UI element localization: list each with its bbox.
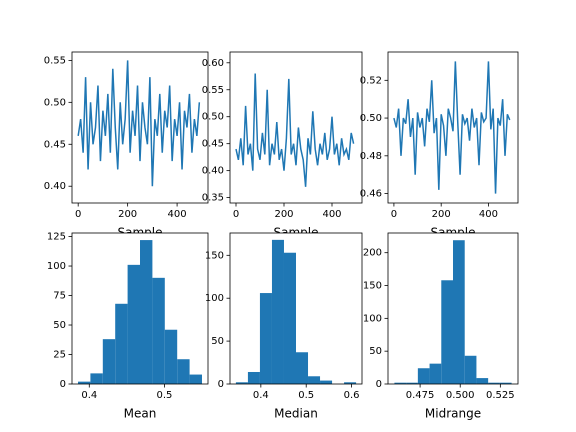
y-tick-label: 100	[47, 261, 66, 272]
y-tick-label: 0	[376, 379, 382, 390]
bar	[140, 240, 153, 384]
x-tick-label: 0.6	[344, 390, 360, 401]
bar	[417, 368, 430, 384]
x-tick-label: 0.500	[446, 390, 475, 401]
y-tick-label: 100	[363, 313, 382, 324]
y-tick-label: 75	[53, 291, 66, 302]
y-tick-label: 25	[53, 350, 66, 361]
y-tick-label: 0.45	[202, 139, 224, 150]
bar	[247, 371, 260, 384]
y-tick-label: 0.50	[360, 113, 382, 124]
y-tick-label: 0	[60, 379, 66, 390]
y-tick-label: 0.45	[44, 139, 66, 150]
y-tick-label: 0.55	[202, 85, 224, 96]
x-tick-label: 400	[168, 209, 187, 220]
bar	[476, 378, 489, 384]
bar	[152, 277, 165, 384]
y-tick-label: 50	[369, 346, 382, 357]
axes-background	[72, 52, 208, 203]
axes-frame	[387, 51, 519, 204]
bar	[90, 373, 103, 384]
bar	[177, 359, 190, 384]
y-tick-label: 50	[53, 320, 66, 331]
axes-background	[230, 52, 362, 203]
axes-frame	[71, 51, 209, 204]
x-tick-label: 0	[75, 209, 81, 220]
y-tick-label: 0.40	[202, 166, 224, 177]
bar	[102, 339, 116, 384]
y-tick-label: 0.55	[44, 55, 66, 66]
bar	[394, 382, 407, 384]
bar	[127, 264, 140, 384]
bar	[499, 382, 512, 384]
y-tick-label: 50	[211, 336, 224, 347]
line	[393, 61, 511, 194]
bar	[78, 381, 91, 384]
axes-frame	[229, 51, 363, 204]
y-tick-label: 0.46	[360, 189, 382, 200]
x-tick-label: 200	[274, 209, 293, 220]
x-tick-label: 200	[118, 209, 137, 220]
y-tick-label: 0.50	[44, 97, 66, 108]
x-tick-label: 0.475	[406, 390, 435, 401]
bar	[453, 240, 465, 384]
axes-frame	[229, 232, 363, 385]
y-tick-label: 125	[47, 232, 66, 243]
y-tick-label: 0.40	[44, 181, 66, 192]
x-tick-label: 0.4	[253, 390, 269, 401]
bar	[296, 352, 309, 384]
bar	[235, 382, 248, 384]
line	[77, 60, 201, 187]
y-tick-label: 0.48	[360, 151, 382, 162]
bar	[344, 382, 357, 384]
subplot: 0.475 0.500 0.525 0 50 100 150 200 Midrange	[363, 232, 519, 421]
bar	[259, 293, 272, 384]
x-tick-label: 0	[391, 209, 397, 220]
x-tick-label: 400	[322, 209, 341, 220]
y-tick-label: 100	[205, 293, 224, 304]
axes-frame	[387, 232, 519, 385]
x-tick-label: 0.5	[298, 390, 314, 401]
bar	[441, 280, 453, 384]
x-tick-label: 0.525	[486, 390, 515, 401]
line	[235, 73, 355, 187]
x-tick-label: 200	[432, 209, 451, 220]
y-tick-label: 0.52	[360, 75, 382, 86]
bar	[308, 376, 321, 384]
x-axis-label: Mean	[124, 407, 157, 421]
x-axis-label: Midrange	[425, 407, 481, 421]
y-tick-label: 200	[363, 248, 382, 259]
bar	[164, 329, 178, 384]
y-tick-label: 150	[205, 250, 224, 261]
bar	[271, 239, 284, 384]
y-tick-label: 0.60	[202, 58, 224, 69]
bar	[429, 363, 442, 384]
bar	[464, 355, 477, 384]
subplot: 0.4 0.5 0.6 0 50 100 150 Median	[205, 232, 363, 421]
bar	[283, 252, 296, 384]
x-tick-label: 0.4	[81, 390, 97, 401]
bar	[189, 374, 202, 384]
y-tick-label: 150	[363, 281, 382, 292]
x-tick-label: 400	[479, 209, 498, 220]
axes-frame	[71, 232, 209, 385]
y-tick-label: 0	[218, 379, 224, 390]
y-tick-label: 0.35	[202, 193, 224, 204]
subplot: 0.4 0.5 0 25 50 75 100 125 Mean	[47, 232, 209, 421]
x-tick-label: 0.5	[156, 390, 172, 401]
bar	[320, 380, 333, 384]
bar	[115, 303, 128, 384]
x-tick-label: 0	[233, 209, 239, 220]
bar	[488, 382, 500, 384]
y-tick-label: 0.50	[202, 112, 224, 123]
x-axis-label: Median	[274, 407, 318, 421]
bar	[406, 382, 418, 384]
